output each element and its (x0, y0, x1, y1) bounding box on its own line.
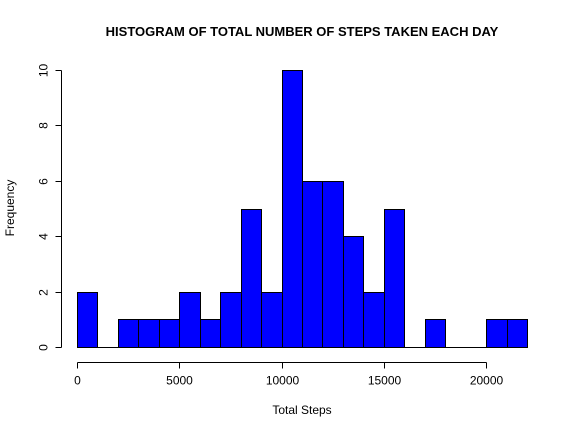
y-axis: 0 2 4 6 8 10 (37, 64, 62, 351)
y-tick-label: 10 (37, 64, 51, 78)
histogram-bar (303, 182, 323, 348)
histogram-bar (364, 293, 385, 348)
y-tick-label: 2 (37, 289, 51, 296)
y-tick-label: 0 (37, 344, 51, 351)
histogram-bar (201, 320, 221, 348)
x-axis-label: Total Steps (272, 403, 331, 417)
histogram-bar (323, 182, 344, 348)
x-tick-label: 15000 (368, 374, 402, 388)
histogram-bar (344, 237, 364, 348)
histogram-bar (262, 293, 283, 348)
y-axis-label: Frequency (3, 180, 17, 237)
x-axis: 0 5000 10000 15000 20000 (74, 363, 503, 388)
histogram-bar (283, 71, 303, 348)
histogram-bar (119, 320, 139, 348)
histogram-bar (242, 210, 262, 348)
histogram-bar (221, 293, 242, 348)
histogram-bar (508, 320, 528, 348)
histogram-bar (139, 320, 160, 348)
chart-title: HISTOGRAM OF TOTAL NUMBER OF STEPS TAKEN… (106, 24, 499, 39)
x-tick-label: 20000 (470, 374, 504, 388)
histogram-bar (426, 320, 446, 348)
bars-group (78, 71, 528, 348)
y-tick-label: 8 (37, 122, 51, 129)
x-tick-label: 10000 (266, 374, 300, 388)
histogram-bar (180, 293, 201, 348)
x-tick-label: 0 (74, 374, 81, 388)
histogram-bar (78, 293, 98, 348)
y-tick-label: 4 (37, 233, 51, 240)
y-tick-label: 6 (37, 178, 51, 185)
histogram-bar (160, 320, 180, 348)
histogram-bar (487, 320, 508, 348)
histogram-bar (385, 210, 405, 348)
x-tick-label: 5000 (166, 374, 193, 388)
